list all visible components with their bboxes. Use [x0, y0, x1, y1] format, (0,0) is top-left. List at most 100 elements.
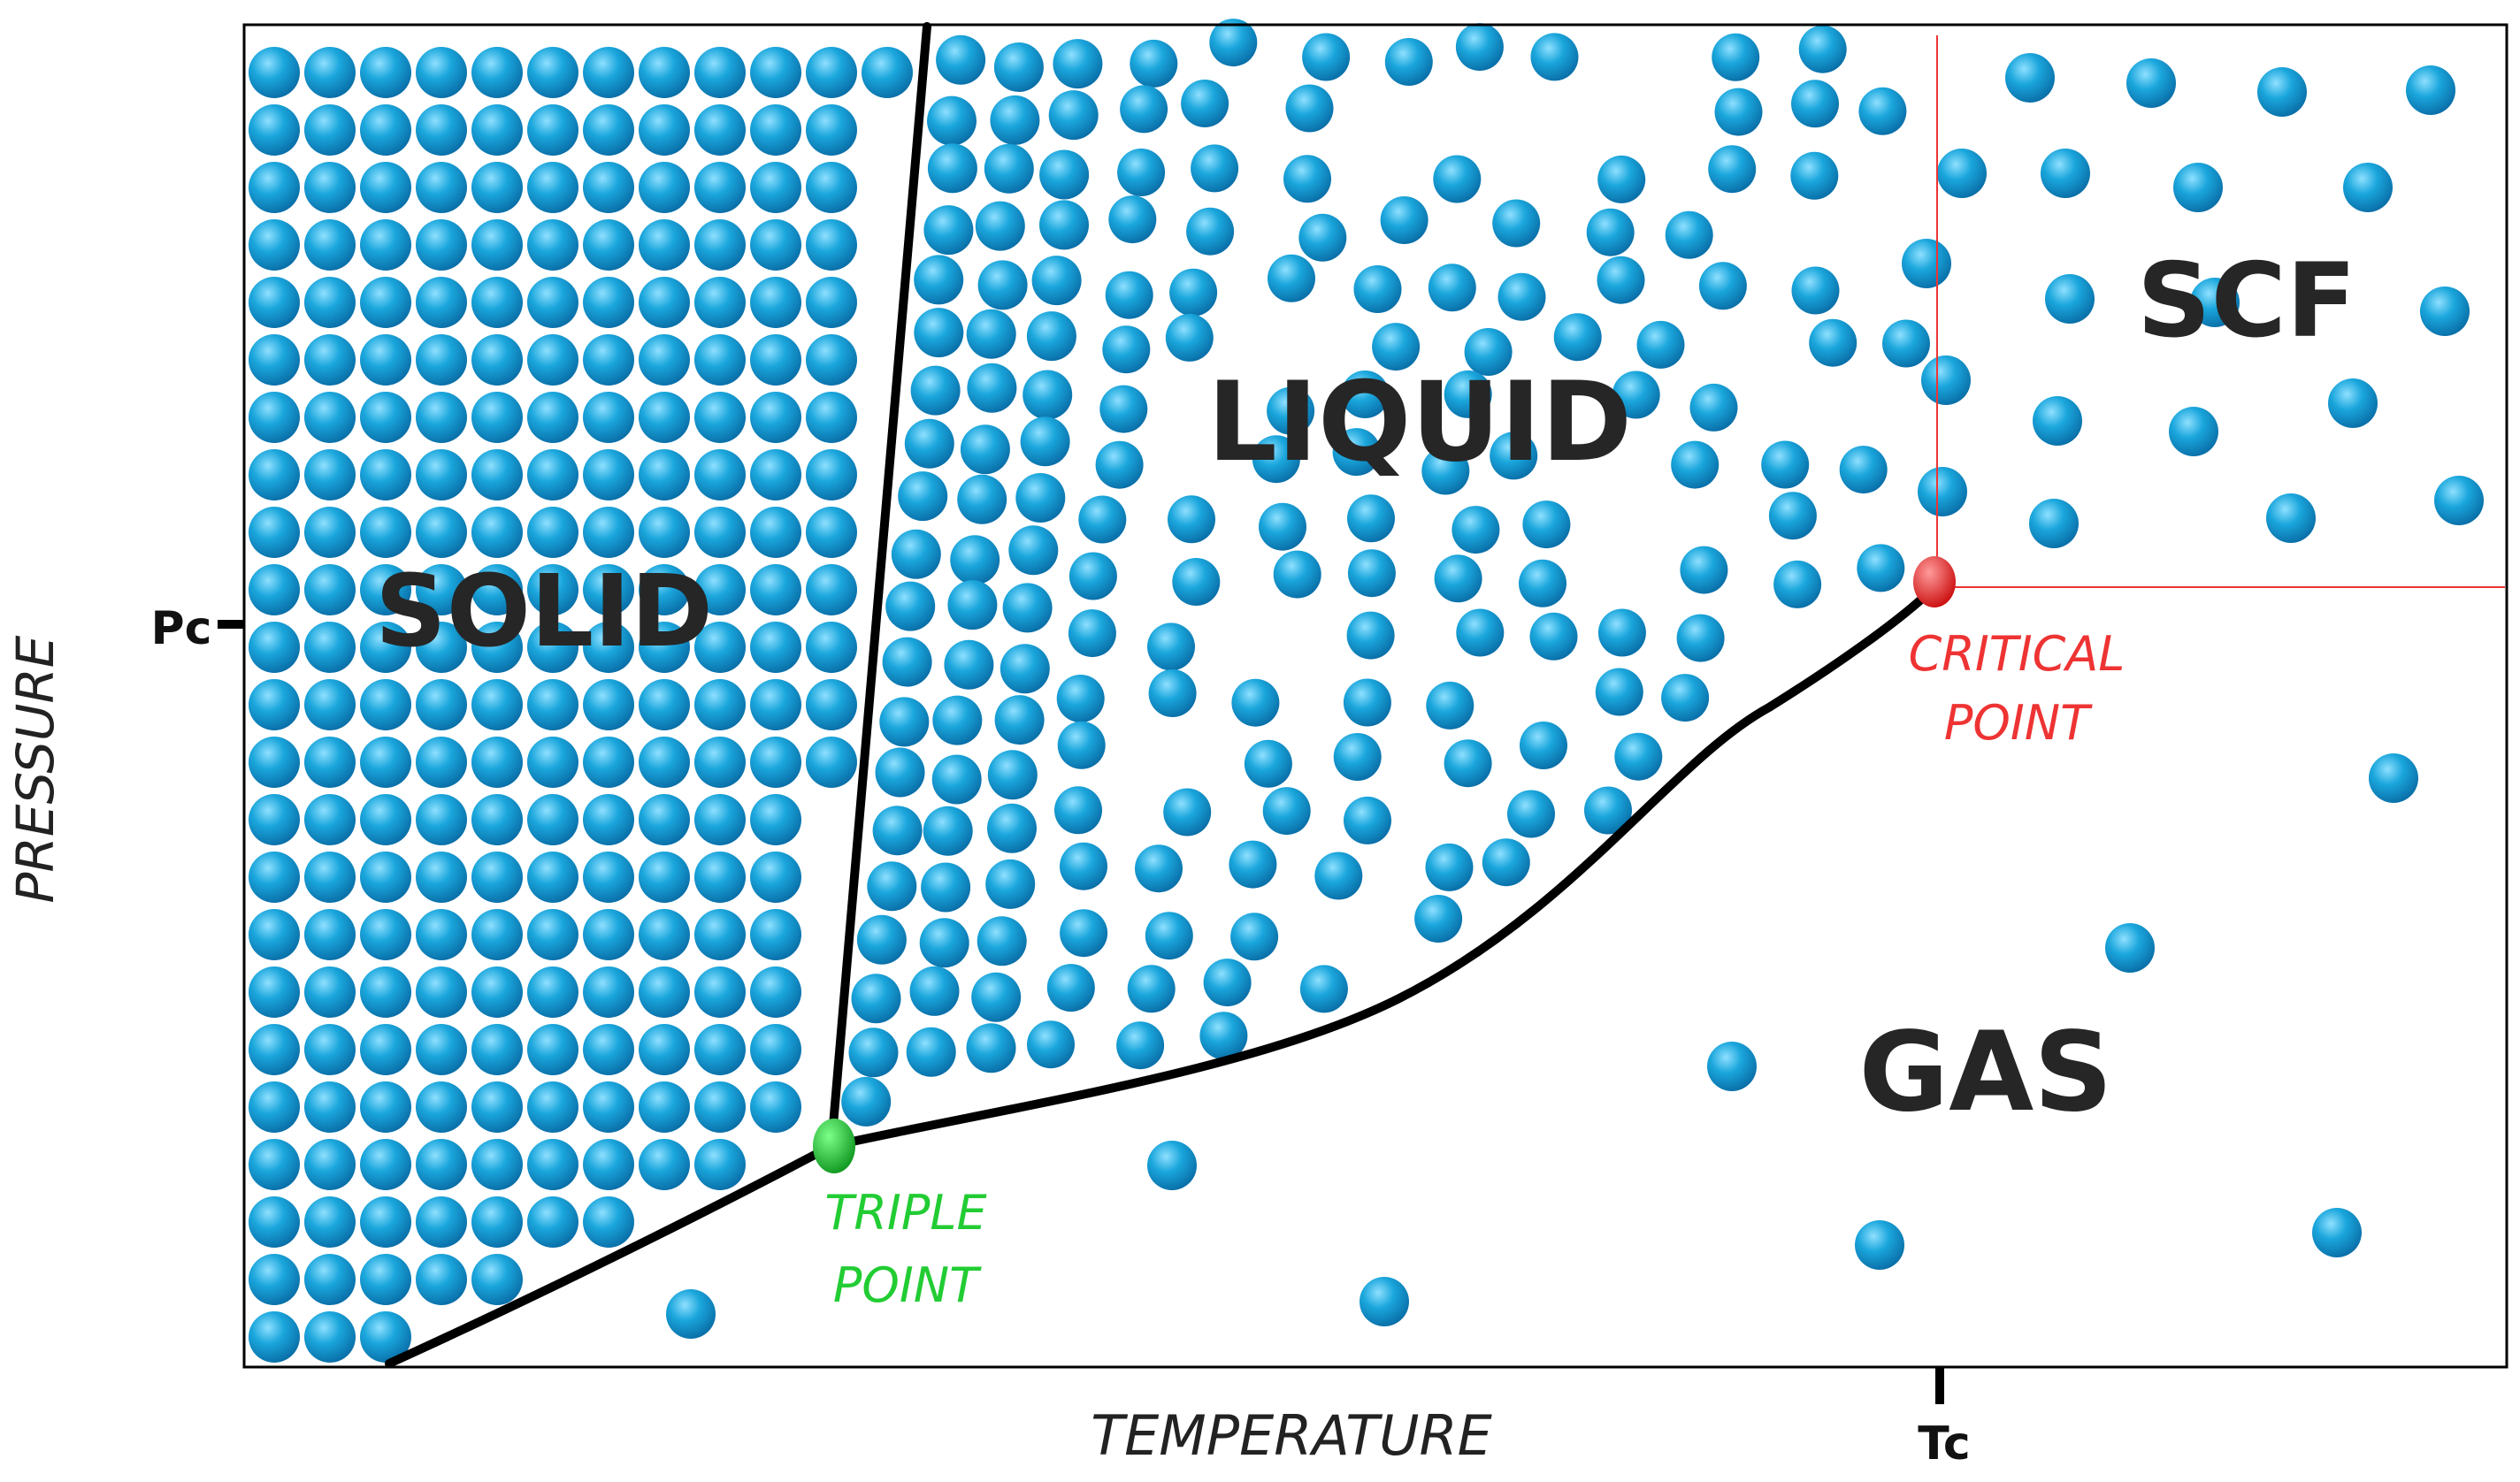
solid-particle — [249, 622, 300, 673]
solid-particle — [527, 852, 578, 903]
scf-particle — [2029, 499, 2079, 548]
solid-particle — [360, 219, 411, 271]
liquid-particle — [1482, 838, 1530, 887]
liquid-particle — [1347, 494, 1395, 543]
liquid-particle — [1456, 608, 1505, 657]
solid-particle — [694, 966, 746, 1018]
liquid-particle — [1507, 790, 1555, 838]
liquid-particle — [1117, 149, 1166, 196]
solid-particle — [471, 47, 523, 98]
solid-particle — [527, 392, 578, 443]
solid-particle — [806, 392, 857, 443]
solid-particle — [583, 1139, 634, 1190]
liquid-particle — [1761, 440, 1810, 489]
gas-particle — [1360, 1277, 1409, 1326]
solid-particle — [249, 277, 300, 328]
critical-point-label-line2: POINT — [1944, 695, 2093, 751]
liquid-particle — [1522, 500, 1571, 549]
liquid-particle — [921, 862, 971, 913]
triple-point-label-line1: TRIPLE — [824, 1185, 987, 1241]
liquid-particle — [1116, 1021, 1165, 1070]
liquid-particle — [1302, 33, 1351, 81]
solid-particle — [583, 909, 634, 960]
scf-particle — [2169, 407, 2218, 456]
solid-particle — [639, 334, 690, 386]
liquid-particle — [1773, 560, 1822, 608]
scf-particle — [2033, 396, 2082, 446]
solid-particle — [360, 679, 411, 730]
liquid-particle — [1229, 840, 1277, 889]
solid-particle — [471, 1139, 523, 1190]
liquid-particle — [957, 474, 1007, 524]
scf-particle — [2328, 378, 2378, 428]
solid-particle — [694, 334, 746, 386]
liquid-particle — [1712, 33, 1760, 81]
liquid-particle — [947, 580, 998, 630]
solid-particle — [471, 507, 523, 558]
solid-particle — [806, 162, 857, 213]
solid-particle — [639, 622, 690, 673]
liquid-particle — [931, 754, 982, 805]
solid-particle — [471, 392, 523, 443]
scf-particle — [2343, 163, 2393, 212]
solid-particle — [694, 219, 746, 271]
solid-particle — [471, 966, 523, 1018]
liquid-particle — [1380, 196, 1429, 244]
solid-particle — [750, 737, 801, 788]
solid-particle — [416, 334, 467, 386]
liquid-particle — [1057, 721, 1106, 769]
solid-particle — [249, 852, 300, 903]
gas-particle — [2312, 1208, 2362, 1257]
solid-particle — [249, 1139, 300, 1190]
solid-particle — [360, 449, 411, 500]
y-axis-title: PRESSURE — [5, 635, 65, 903]
liquid-particle — [1285, 84, 1334, 133]
liquid-particle — [1529, 612, 1578, 661]
solid-particle — [249, 1081, 300, 1133]
solid-particle — [694, 277, 746, 328]
liquid-particle — [1347, 549, 1396, 598]
solid-particle — [471, 679, 523, 730]
solid-particle — [583, 794, 634, 845]
liquid-particle — [1147, 623, 1195, 671]
liquid-particle — [1839, 446, 1888, 494]
gas-particle — [1855, 1220, 1904, 1270]
solid-particle — [639, 392, 690, 443]
solid-particle — [694, 564, 746, 615]
solid-particle — [806, 219, 857, 271]
solid-particle — [416, 219, 467, 271]
liquid-particle — [914, 308, 964, 358]
solid-particle — [806, 449, 857, 500]
solid-particle — [304, 622, 356, 673]
solid-particle — [360, 1139, 411, 1190]
solid-particle — [304, 737, 356, 788]
liquid-particle — [1148, 669, 1197, 717]
solid-particle — [304, 1024, 356, 1075]
sublimation-curve — [385, 1142, 836, 1368]
solid-particle — [416, 162, 467, 213]
solid-particle — [471, 1254, 523, 1305]
liquid-particle — [944, 639, 994, 690]
liquid-particle — [1372, 323, 1421, 371]
solid-particle — [249, 794, 300, 845]
solid-particle — [249, 392, 300, 443]
solid-particle — [416, 852, 467, 903]
liquid-particle — [1586, 208, 1635, 256]
solid-particle — [360, 794, 411, 845]
liquid-particle — [984, 143, 1034, 194]
solid-particle — [583, 162, 634, 213]
solid-particle — [360, 1254, 411, 1305]
solid-particle — [416, 564, 467, 615]
liquid-particle — [1612, 370, 1660, 419]
gas-particle — [2369, 753, 2418, 803]
liquid-particle — [1519, 559, 1566, 607]
liquid-particle — [1857, 544, 1905, 592]
solid-particle — [416, 1254, 467, 1305]
solid-particle — [304, 794, 356, 845]
liquid-particle — [994, 695, 1045, 745]
liquid-particle — [1314, 852, 1363, 900]
x-axis-title: TEMPERATURE — [1091, 1403, 1492, 1468]
solid-particle — [249, 219, 300, 271]
liquid-particle — [1060, 909, 1108, 958]
